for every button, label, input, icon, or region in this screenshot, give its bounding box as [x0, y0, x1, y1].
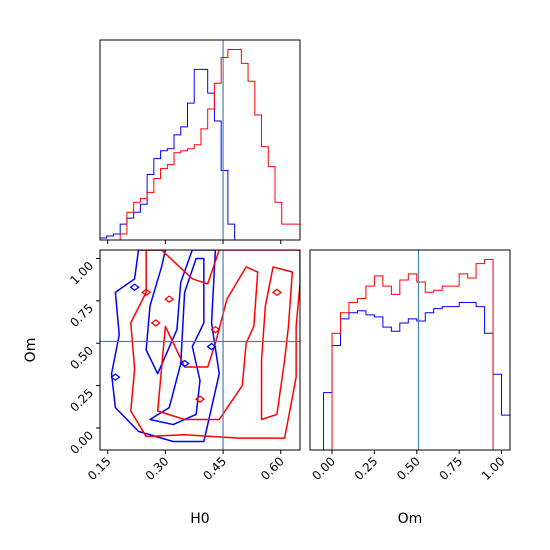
hist-h0-frame — [99, 39, 301, 241]
hist-h0-lines — [100, 49, 300, 241]
joint-panel: 0.15 0.30 0.45 0.60 0.00 0.25 0.50 0.75 1.00 — [67, 249, 301, 483]
joint-y-tick-label: 0.25 — [67, 386, 96, 415]
x-axis-label-om: Om — [398, 511, 423, 527]
contour-red-island-3 — [194, 395, 206, 403]
hist-om-panel: 0.00 0.25 0.50 0.75 1.00 — [309, 249, 511, 483]
hist-om-x-tick-label: 0.75 — [436, 454, 465, 483]
contour-red-island-4 — [210, 325, 221, 334]
y-axis-label-om: Om — [23, 338, 39, 363]
contour-red-island-5 — [271, 288, 283, 297]
joint-y-tick-label: 0.75 — [67, 301, 96, 330]
joint-x-tick-label: 0.15 — [85, 454, 114, 483]
contour-blue-island-1 — [129, 283, 140, 292]
joint-y-tick-label: 0.50 — [67, 343, 96, 372]
joint-contours — [110, 250, 300, 443]
hist-h0-panel — [99, 39, 301, 244]
hist-om-series-red — [310, 259, 510, 451]
contour-blue-island-2 — [179, 359, 190, 368]
joint-x-tick-label: 0.30 — [143, 454, 172, 483]
joint-y-tick-label: 1.00 — [67, 259, 96, 288]
contour-blue-island-0 — [110, 373, 121, 381]
hist-om-lines — [310, 259, 510, 451]
joint-y-tick-label: 0.00 — [67, 428, 96, 457]
joint-x-tick-label: 0.45 — [200, 454, 229, 483]
hist-om-frame — [309, 249, 511, 451]
contour-blue-island-3 — [206, 342, 217, 351]
contour-red-0 — [130, 250, 300, 439]
joint-frame — [99, 249, 301, 451]
x-axis-label-h0: H0 — [190, 511, 209, 527]
hist-om-x-tick-label: 0.25 — [352, 454, 381, 483]
hist-om-series-blue — [310, 302, 510, 451]
joint-x-tick-label: 0.60 — [258, 454, 287, 483]
hist-om-ticks: 0.00 0.25 0.50 0.75 1.00 — [309, 450, 508, 483]
contour-red-island-0 — [141, 288, 152, 297]
contour-red-1 — [156, 266, 259, 421]
hist-om-x-tick-label: 0.00 — [309, 454, 338, 483]
contour-red-island-1 — [164, 295, 175, 303]
hist-h0-ticks — [107, 240, 282, 244]
contour-blue-1 — [149, 257, 205, 426]
joint-truth — [100, 250, 300, 450]
hist-h0-series-blue — [100, 68, 300, 241]
hist-om-x-tick-label: 1.00 — [479, 454, 508, 483]
hist-om-x-tick-label: 0.50 — [394, 454, 423, 483]
contour-red-island-2 — [150, 319, 161, 327]
hist-h0-series-red — [100, 49, 300, 241]
